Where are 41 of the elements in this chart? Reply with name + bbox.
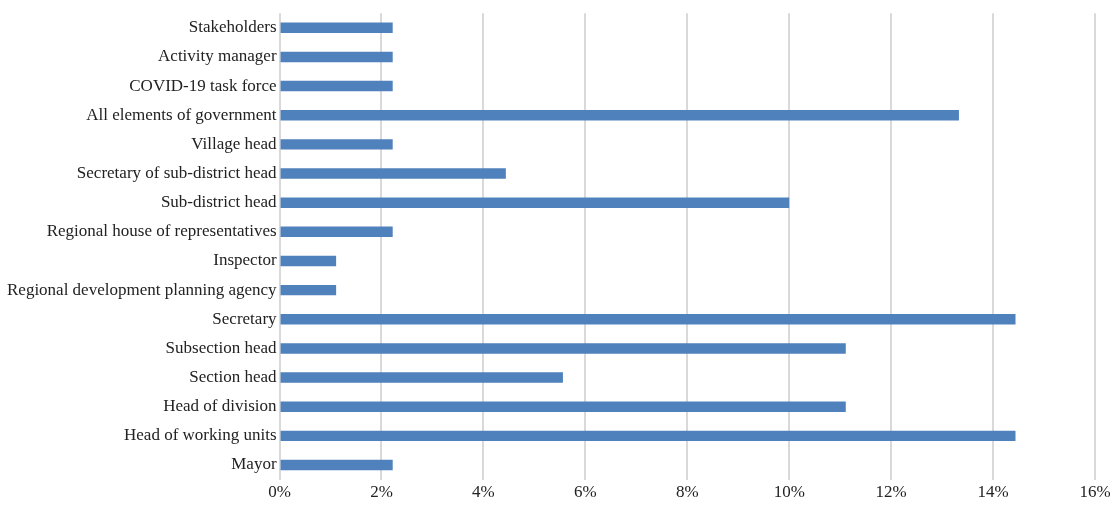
y-tick-label: All elements of government: [86, 104, 277, 124]
y-tick-label: Inspector: [213, 250, 277, 270]
y-tick-label: Secretary: [212, 308, 278, 328]
y-tick-label: COVID-19 task force: [129, 75, 277, 95]
bar: [280, 284, 337, 296]
x-tick-label: 2%: [370, 482, 393, 502]
bar: [280, 109, 959, 121]
x-tick-label: 10%: [773, 482, 805, 502]
y-tick-label: Sub-district head: [160, 192, 278, 212]
bar: [280, 139, 393, 150]
y-tick-label: Regional development planning agency: [7, 279, 278, 299]
x-tick-label: 8%: [675, 482, 699, 502]
y-tick-label: Mayor: [231, 454, 277, 474]
bar: [280, 314, 1016, 325]
bar: [280, 372, 563, 383]
y-tick-label: Activity manager: [158, 46, 277, 66]
bar: [280, 343, 846, 354]
y-tick-label: Head of division: [163, 396, 278, 416]
bar: [280, 255, 337, 267]
x-tick-label: 4%: [472, 482, 495, 502]
y-tick-label: Subsection head: [165, 337, 278, 357]
bar: [280, 22, 393, 34]
bar: [280, 459, 393, 471]
x-tick-label: 16%: [1079, 482, 1111, 502]
bar: [280, 401, 846, 412]
bar: [280, 197, 790, 208]
bar: [280, 226, 393, 238]
x-tick-label: 12%: [875, 482, 907, 502]
x-tick-label: 14%: [977, 482, 1009, 502]
y-tick-label: Head of working units: [124, 425, 277, 445]
y-tick-label: Village head: [191, 133, 278, 153]
bar: [280, 80, 393, 92]
y-tick-label: Section head: [189, 367, 278, 387]
y-tick-label: Regional house of representatives: [46, 221, 277, 241]
x-tick-label: 0%: [268, 482, 291, 502]
bar: [280, 168, 506, 179]
bar: [280, 430, 1016, 442]
x-tick-label: 6%: [574, 482, 597, 502]
bar: [280, 51, 393, 63]
y-tick-label: Stakeholders: [188, 17, 277, 37]
y-tick-label: Secretary of sub-district head: [76, 162, 278, 182]
